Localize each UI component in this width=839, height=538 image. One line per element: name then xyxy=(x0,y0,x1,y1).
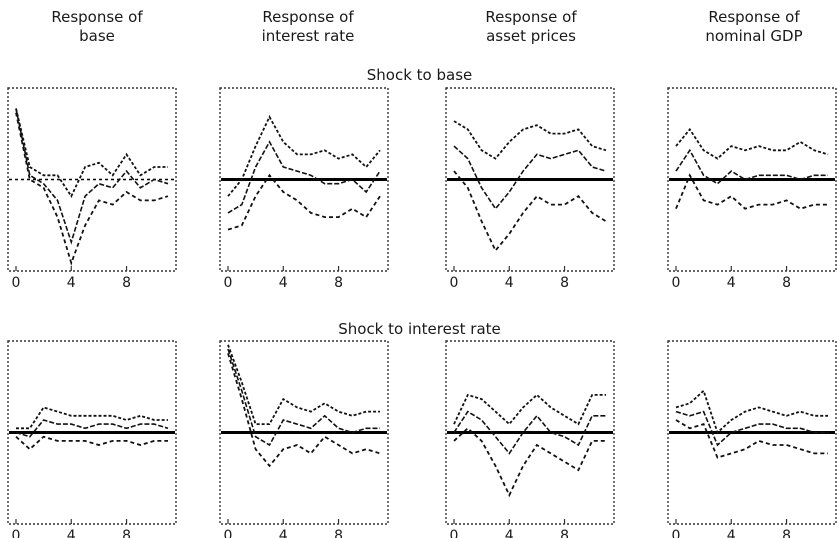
confidence-band-line xyxy=(675,389,828,435)
x-tick-label: 4 xyxy=(505,275,514,291)
x-tick-label: 8 xyxy=(122,275,131,291)
column-title-interest-rate: Response of interest rate xyxy=(261,8,355,45)
x-tick-label: 0 xyxy=(450,275,459,291)
confidence-band-line xyxy=(16,406,168,430)
response-line xyxy=(227,348,380,447)
panel-2: 0 4 8 xyxy=(219,87,389,291)
confidence-band-line xyxy=(453,393,606,426)
confidence-band-line xyxy=(675,173,828,210)
panel-7: 0 4 8 xyxy=(445,340,615,538)
response-line xyxy=(675,148,828,185)
confidence-band-line xyxy=(453,120,607,160)
panel-frame xyxy=(219,87,389,272)
row-title-shock-to-interest-rate: Shock to interest rate xyxy=(338,320,501,338)
x-tick-label: 4 xyxy=(67,528,76,538)
response-line xyxy=(453,410,606,455)
confidence-band-line xyxy=(675,127,829,160)
x-tick-label: 4 xyxy=(279,528,288,538)
x-tick-label: 4 xyxy=(727,528,736,538)
confidence-band-line xyxy=(15,112,169,266)
panel-frame xyxy=(219,340,389,525)
response-line xyxy=(15,108,169,245)
row-title-shock-to-base: Shock to base xyxy=(366,66,473,84)
panel-5: 0 4 8 xyxy=(7,340,177,538)
x-tick-label: 0 xyxy=(224,528,233,538)
confidence-band-line xyxy=(227,173,381,231)
x-tick-label: 4 xyxy=(727,275,736,291)
x-tick-label: 8 xyxy=(334,275,343,291)
column-title-asset-prices: Response of asset prices xyxy=(485,8,577,45)
response-line xyxy=(227,140,381,214)
panel-frame xyxy=(667,87,837,272)
x-tick-label: 8 xyxy=(782,528,791,538)
confidence-band-line xyxy=(227,352,381,468)
panel-8: 0 4 8 xyxy=(667,340,837,538)
confidence-band-line xyxy=(227,114,381,197)
panel-4: 0 4 8 xyxy=(667,87,837,291)
x-tick-label: 0 xyxy=(224,275,233,291)
panel-frame xyxy=(445,87,615,272)
x-tick-label: 0 xyxy=(12,275,21,291)
x-tick-label: 4 xyxy=(279,275,288,291)
panel-3: 0 4 8 xyxy=(445,87,615,291)
x-tick-label: 0 xyxy=(450,528,459,538)
x-tick-label: 0 xyxy=(672,528,681,538)
response-line xyxy=(453,145,607,211)
x-tick-label: 8 xyxy=(782,275,791,291)
panel-1: 0 4 8 xyxy=(7,87,177,291)
column-title-base: Response of base xyxy=(51,8,143,45)
confidence-band-line xyxy=(453,170,607,253)
x-tick-label: 8 xyxy=(334,528,343,538)
x-tick-label: 0 xyxy=(672,275,681,291)
x-tick-label: 8 xyxy=(560,528,569,538)
panel-frame xyxy=(7,87,177,272)
x-tick-label: 4 xyxy=(67,275,76,291)
x-tick-label: 8 xyxy=(122,528,131,538)
x-tick-label: 8 xyxy=(560,275,569,291)
x-tick-label: 0 xyxy=(12,528,21,538)
panel-6: 0 4 8 xyxy=(219,340,389,538)
panel-frame xyxy=(7,340,177,525)
panel-frame xyxy=(667,340,837,525)
confidence-band-line xyxy=(15,435,168,451)
confidence-band-line xyxy=(675,419,828,459)
column-title-nominal-gdp: Response of nominal GDP xyxy=(705,8,803,45)
confidence-band-line xyxy=(227,344,380,425)
confidence-band-line xyxy=(453,427,606,498)
confidence-band-line xyxy=(15,108,168,199)
panel-frame xyxy=(445,340,615,525)
response-line xyxy=(675,410,828,447)
response-line xyxy=(15,419,169,438)
x-tick-label: 4 xyxy=(505,528,514,538)
